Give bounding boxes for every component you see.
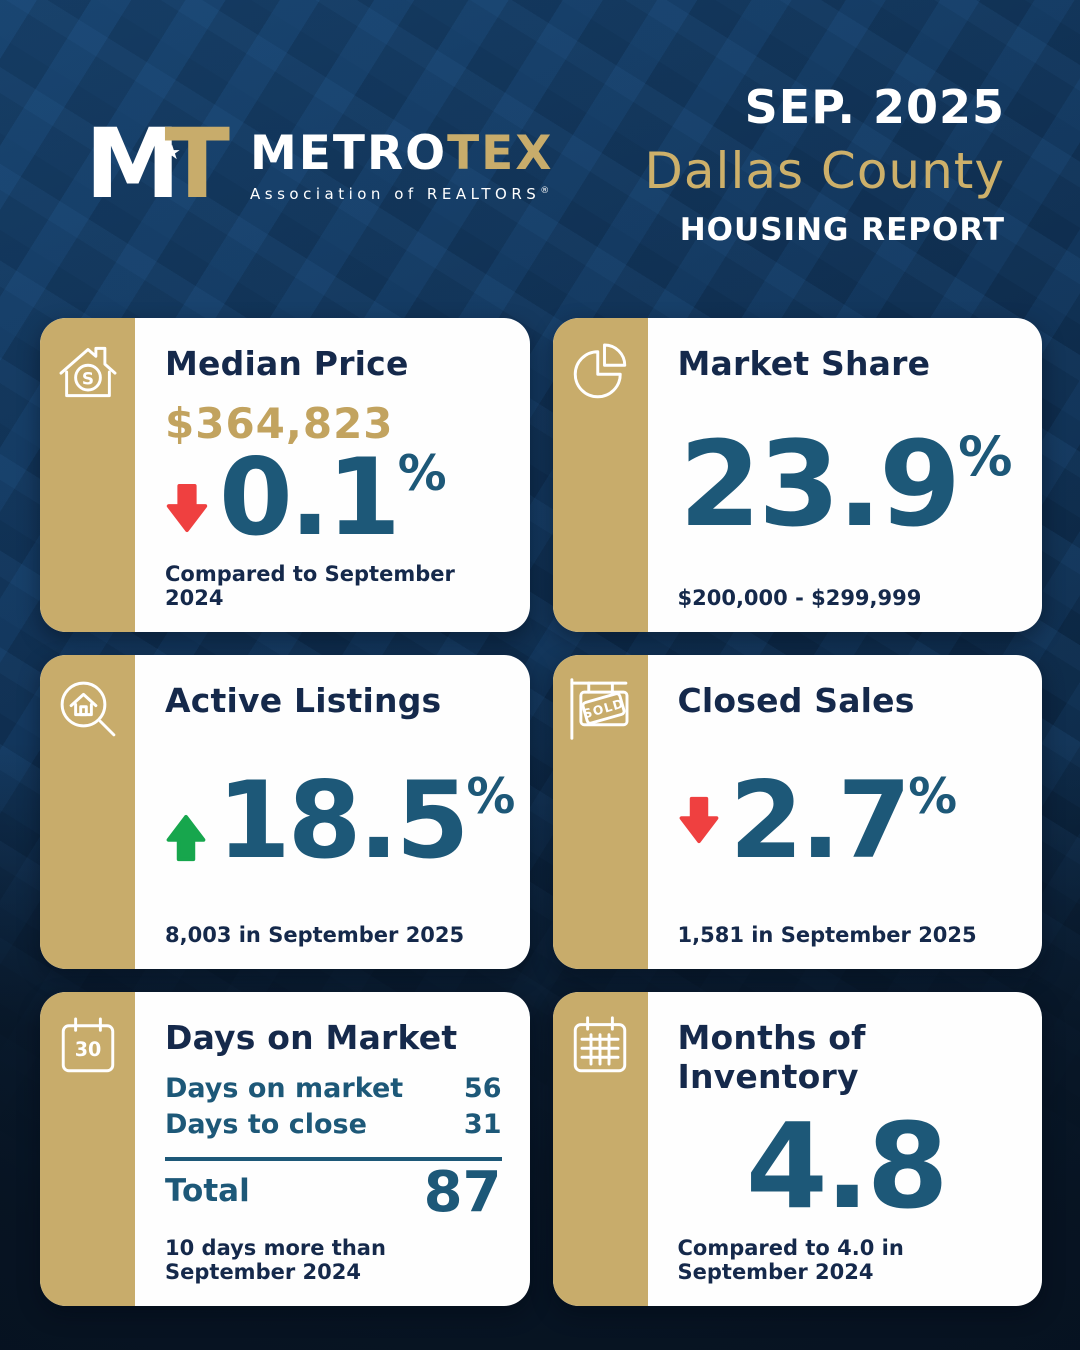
card-title: Active Listings bbox=[165, 681, 442, 720]
card-active-listings: Active Listings 18.5% 8,003 in September… bbox=[40, 655, 530, 969]
trend-down-arrow-icon bbox=[679, 796, 718, 843]
stat-value: 2.7% bbox=[729, 759, 958, 883]
card-title: Closed Sales bbox=[677, 681, 915, 720]
card-accent-stripe: 30 bbox=[40, 992, 135, 1306]
card-title: Months of Inventory bbox=[677, 1018, 866, 1096]
card-note: 1,581 in September 2025 bbox=[677, 923, 977, 947]
percent-unit: % bbox=[958, 425, 1013, 489]
total-label: Total bbox=[165, 1172, 250, 1209]
card-content: Days on Market Days on market 56 Days to… bbox=[135, 992, 530, 1306]
logo-mark: M T ★ bbox=[85, 108, 231, 220]
card-content: Active Listings 18.5% 8,003 in September… bbox=[135, 655, 530, 969]
pie-chart-icon bbox=[573, 343, 627, 399]
brand-metro: METRO bbox=[250, 125, 448, 181]
header: M T ★ METRO TEX Association of REALTORS®… bbox=[0, 0, 1080, 318]
table-row: Days to close 31 bbox=[165, 1107, 502, 1143]
svg-text:30: 30 bbox=[74, 1038, 101, 1061]
trend-down-arrow-icon bbox=[166, 483, 208, 532]
card-accent-stripe bbox=[552, 992, 648, 1306]
house-dollar-icon: S bbox=[59, 346, 116, 398]
card-title: Market Share bbox=[677, 344, 931, 383]
days-table: Days on market 56 Days to close 31 Total… bbox=[165, 1071, 502, 1221]
report-region: Dallas County bbox=[644, 142, 1005, 200]
metrotex-logo: M T ★ METRO TEX Association of REALTORS® bbox=[85, 108, 554, 220]
card-accent-stripe bbox=[552, 318, 648, 632]
card-note: 8,003 in September 2025 bbox=[165, 923, 465, 947]
total-value: 87 bbox=[423, 1159, 502, 1225]
card-title: Days on Market bbox=[165, 1018, 458, 1057]
card-accent-stripe: SOLD bbox=[552, 655, 648, 969]
card-accent-stripe: S bbox=[40, 318, 135, 632]
trend-up-arrow-icon bbox=[166, 814, 206, 861]
card-closed-sales: SOLD Closed Sales 2.7% 1,581 bbox=[552, 655, 1043, 969]
percent-unit: % bbox=[466, 769, 516, 826]
brand-name: METRO TEX bbox=[250, 126, 554, 181]
svg-text:S: S bbox=[81, 368, 93, 388]
stat-value: 4.8 bbox=[745, 1096, 949, 1235]
stat-value: 18.5% bbox=[217, 759, 516, 883]
logo-letter-m: M bbox=[85, 108, 181, 220]
row-label: Days to close bbox=[165, 1109, 367, 1141]
stat-row: 0.1% bbox=[165, 436, 502, 559]
percent-unit: % bbox=[908, 769, 958, 826]
card-note: Compared to September 2024 bbox=[165, 562, 455, 610]
card-title: Median Price bbox=[165, 344, 409, 383]
sold-sign-icon: SOLD bbox=[570, 678, 629, 740]
card-note: 10 days more than September 2024 bbox=[165, 1236, 386, 1284]
card-accent-stripe bbox=[40, 655, 135, 969]
calendar-grid-icon bbox=[573, 1016, 627, 1073]
stat-row: 4.8 bbox=[678, 1096, 1015, 1236]
stat-row: 18.5% bbox=[165, 720, 515, 923]
stat-value: 0.1% bbox=[219, 436, 447, 559]
card-content: Median Price $364,823 0.1% Compared to S… bbox=[135, 318, 530, 632]
percent-unit: % bbox=[397, 446, 447, 502]
card-market-share: Market Share 23.9% $200,000 - $299,999 bbox=[552, 318, 1043, 632]
row-label: Days on market bbox=[165, 1073, 404, 1104]
calendar-30-icon: 30 bbox=[61, 1017, 114, 1073]
card-months-of-inventory: Months of Inventory 4.8 Compared to 4.0 … bbox=[552, 992, 1043, 1306]
table-row: Days on market 56 bbox=[165, 1071, 502, 1107]
stat-row: 2.7% bbox=[678, 720, 1015, 923]
table-total-row: Total 87 bbox=[165, 1159, 502, 1225]
stat-card-grid: S Median Price $364,823 0.1% Compared to… bbox=[0, 318, 1080, 1306]
star-icon: ★ bbox=[163, 140, 181, 164]
report-title: HOUSING REPORT bbox=[679, 212, 1005, 248]
row-value: 56 bbox=[463, 1073, 502, 1104]
report-period: SEP. 2025 bbox=[744, 80, 1005, 134]
card-median-price: S Median Price $364,823 0.1% Compared to… bbox=[40, 318, 530, 632]
card-content: Months of Inventory 4.8 Compared to 4.0 … bbox=[648, 992, 1043, 1306]
card-note: $200,000 - $299,999 bbox=[677, 586, 922, 610]
registered-mark: ® bbox=[540, 185, 554, 196]
brand-tagline: Association of REALTORS® bbox=[250, 184, 554, 203]
card-content: Market Share 23.9% $200,000 - $299,999 bbox=[648, 318, 1043, 632]
house-search-icon bbox=[60, 681, 115, 737]
table-divider bbox=[165, 1156, 502, 1161]
logo-letter-t-texas: T bbox=[164, 108, 231, 220]
report-heading: SEP. 2025 Dallas County HOUSING REPORT bbox=[644, 80, 1005, 248]
brand-tex: TEX bbox=[447, 125, 554, 181]
stat-value: 23.9% bbox=[678, 415, 1013, 554]
median-price-value: $364,823 bbox=[165, 399, 394, 448]
card-days-on-market: 30 Days on Market Days on market 56 Days… bbox=[40, 992, 530, 1306]
card-note: Compared to 4.0 in September 2024 bbox=[677, 1236, 904, 1284]
card-content: Closed Sales 2.7% 1,581 in September 202… bbox=[648, 655, 1043, 969]
row-value: 31 bbox=[463, 1109, 502, 1141]
stat-row: 23.9% bbox=[678, 383, 1015, 586]
brand-wordmark: METRO TEX Association of REALTORS® bbox=[250, 126, 554, 203]
